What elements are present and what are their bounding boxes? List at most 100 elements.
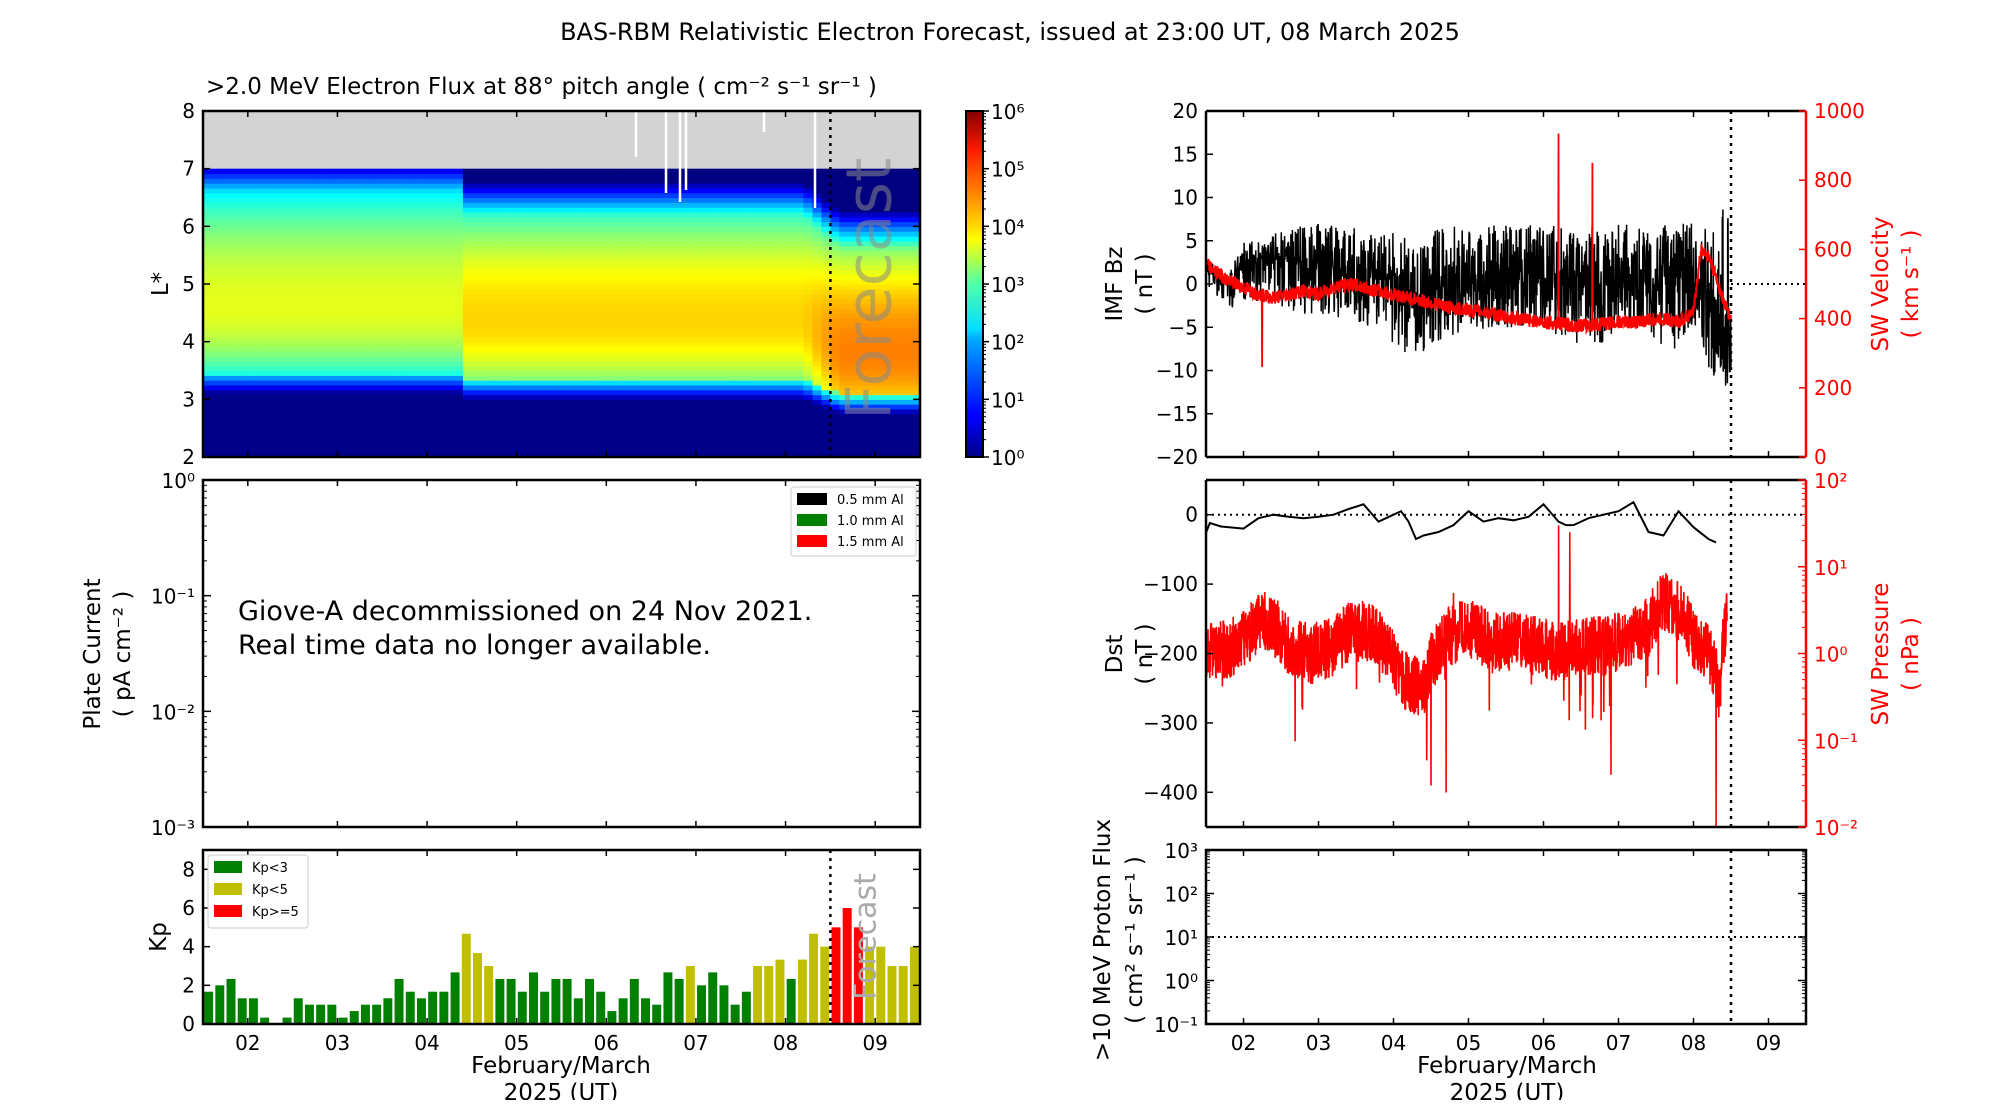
heatmap-cell <box>481 169 491 174</box>
heatmap-cell <box>400 284 410 289</box>
heatmap-cell <box>570 346 580 351</box>
heatmap-cell <box>588 404 598 409</box>
heatmap-cell <box>678 207 688 212</box>
heatmap-cell <box>427 246 437 251</box>
colorbar-gradient <box>966 111 983 457</box>
heatmap-cell <box>651 356 661 361</box>
heatmap-cell <box>687 173 697 178</box>
heatmap-cell <box>579 399 589 404</box>
heatmap-cell <box>696 217 706 222</box>
heatmap-cell <box>642 241 652 246</box>
heatmap-cell <box>795 346 805 351</box>
electron-flux-title: >2.0 MeV Electron Flux at 88° pitch angl… <box>206 74 877 100</box>
heatmap-cell <box>311 322 321 327</box>
heatmap-cell <box>320 395 330 400</box>
heatmap-cell <box>382 207 392 212</box>
heatmap-cell <box>203 265 213 270</box>
heatmap-cell <box>418 169 428 174</box>
heatmap-cell <box>436 308 446 313</box>
heatmap-cell <box>302 342 312 347</box>
heatmap-cell <box>266 380 276 385</box>
heatmap-cell <box>400 404 410 409</box>
heatmap-cell <box>562 346 572 351</box>
heatmap-cell <box>472 207 482 212</box>
heatmap-cell <box>723 241 733 246</box>
heatmap-cell <box>893 438 903 443</box>
heatmap-cell <box>400 255 410 260</box>
heatmap-cell <box>777 443 787 448</box>
heatmap-cell <box>651 346 661 351</box>
heatmap-cell <box>481 260 491 265</box>
heatmap-cell <box>777 342 787 347</box>
heatmap-cell <box>203 380 213 385</box>
heatmap-cell <box>705 313 715 318</box>
heatmap-cell <box>786 265 796 270</box>
heatmap-cell <box>687 308 697 313</box>
heatmap-cell <box>490 308 500 313</box>
heatmap-cell <box>669 419 679 424</box>
heatmap-cell <box>427 250 437 255</box>
heatmap-cell <box>472 313 482 318</box>
heatmap-cell <box>364 265 374 270</box>
heatmap-cell <box>705 274 715 279</box>
heatmap-cell <box>544 385 554 390</box>
heatmap-cell <box>535 318 545 323</box>
heatmap-cell <box>750 395 760 400</box>
heatmap-cell <box>337 198 347 203</box>
heatmap-cell <box>346 342 356 347</box>
heatmap-cell <box>570 222 580 227</box>
heatmap-cell <box>750 222 760 227</box>
heatmap-cell <box>553 236 563 241</box>
heatmap-cell <box>355 207 365 212</box>
heatmap-cell <box>553 260 563 265</box>
heatmap-cell <box>337 274 347 279</box>
heatmap-cell <box>230 183 240 188</box>
heatmap-cell <box>508 423 518 428</box>
heatmap-cell <box>373 217 383 222</box>
heatmap-cell <box>212 395 222 400</box>
heatmap-cell <box>230 274 240 279</box>
heatmap-cell <box>624 274 634 279</box>
heatmap-cell <box>750 169 760 174</box>
heatmap-cell <box>669 342 679 347</box>
heatmap-cell <box>624 447 634 452</box>
heatmap-cell <box>508 438 518 443</box>
heatmap-cell <box>777 308 787 313</box>
heatmap-cell <box>418 241 428 246</box>
heatmap-cell <box>203 351 213 356</box>
heatmap-cell <box>848 428 858 433</box>
heatmap-cell <box>221 346 231 351</box>
heatmap-cell <box>768 173 778 178</box>
heatmap-cell <box>463 380 473 385</box>
heatmap-cell <box>750 409 760 414</box>
heatmap-cell <box>768 188 778 193</box>
heatmap-cell <box>597 447 607 452</box>
heatmap-cell <box>812 284 822 289</box>
heatmap-cell <box>723 423 733 428</box>
heatmap-cell <box>777 313 787 318</box>
heatmap-cell <box>588 380 598 385</box>
heatmap-cell <box>302 303 312 308</box>
heatmap-cell <box>499 313 509 318</box>
heatmap-cell <box>382 375 392 380</box>
heatmap-cell <box>553 438 563 443</box>
plate-current-ytick-label: 10⁻¹ <box>151 585 195 609</box>
heatmap-cell <box>391 303 401 308</box>
heatmap-cell <box>481 231 491 236</box>
heatmap-cell <box>266 371 276 376</box>
heatmap-cell <box>463 173 473 178</box>
heatmap-cell <box>302 289 312 294</box>
heatmap-cell <box>579 173 589 178</box>
heatmap-cell <box>642 443 652 448</box>
heatmap-cell <box>212 351 222 356</box>
heatmap-cell <box>472 231 482 236</box>
heatmap-cell <box>239 226 249 231</box>
heatmap-cell <box>203 236 213 241</box>
heatmap-cell <box>418 371 428 376</box>
heatmap-cell <box>203 284 213 289</box>
heatmap-cell <box>812 308 822 313</box>
heatmap-cell <box>275 270 285 275</box>
heatmap-cell <box>257 173 267 178</box>
heatmap-cell <box>544 409 554 414</box>
heatmap-cell <box>293 207 303 212</box>
